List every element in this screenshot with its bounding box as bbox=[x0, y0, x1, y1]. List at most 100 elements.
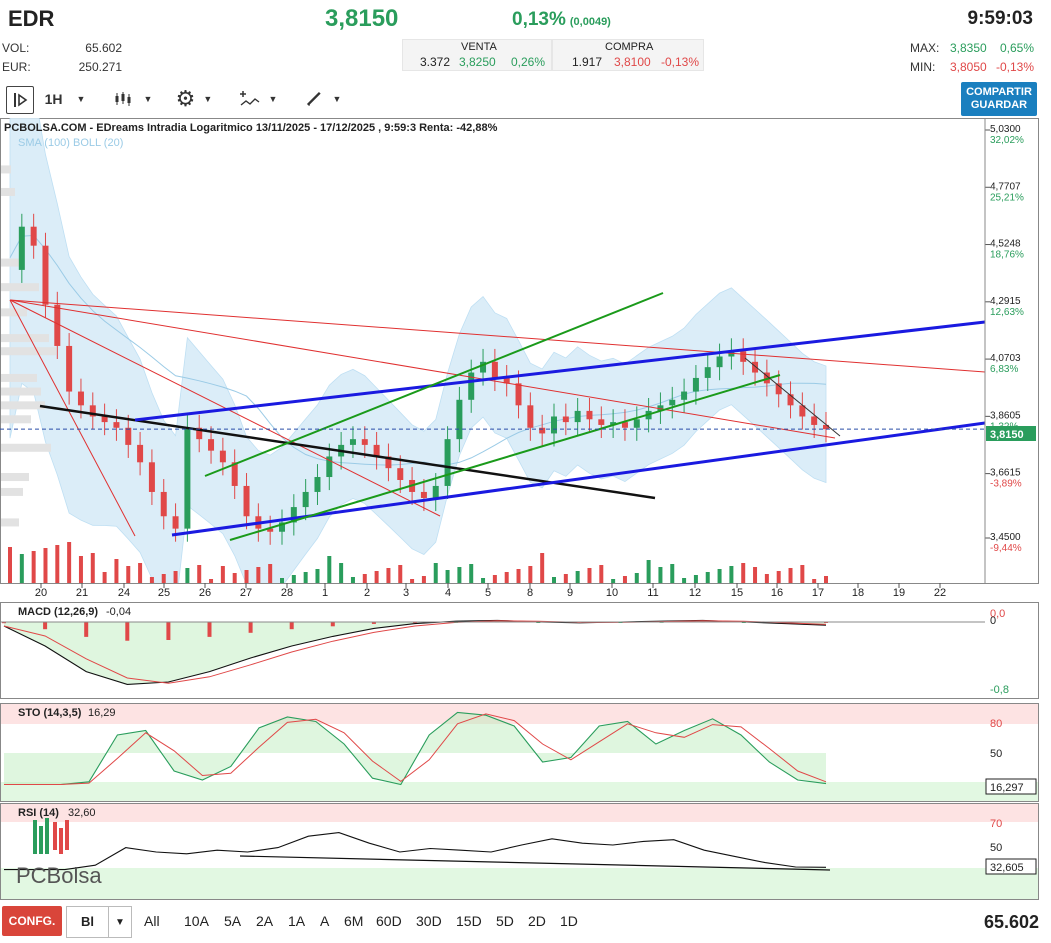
volume-bar bbox=[457, 567, 462, 583]
volume-bar bbox=[209, 579, 214, 583]
chart-title: PCBOLSA.COM - EDreams Intradia Logaritmi… bbox=[4, 122, 498, 134]
volume-bar bbox=[232, 573, 237, 583]
candle-body bbox=[184, 427, 191, 529]
volume-bar bbox=[753, 567, 758, 583]
candle-body bbox=[444, 439, 451, 486]
y-tick-label: 5,0300 bbox=[990, 124, 1021, 135]
range-button-10a[interactable]: 10A bbox=[184, 913, 209, 929]
trendline-red-4 bbox=[9, 299, 836, 439]
macd-tick-bottom: -0,8 bbox=[990, 684, 1009, 696]
y-tick-pct: 25,21% bbox=[990, 192, 1024, 203]
range-button-2d[interactable]: 2D bbox=[528, 913, 546, 929]
range-button-all[interactable]: All bbox=[144, 913, 160, 929]
sto-tick-80: 80 bbox=[990, 718, 1002, 730]
sto-line bbox=[4, 711, 827, 786]
range-button-5d[interactable]: 5D bbox=[496, 913, 514, 929]
sell-pct: 0,26% bbox=[511, 55, 546, 69]
volume-bar bbox=[646, 560, 651, 583]
macd-signal bbox=[3, 620, 827, 684]
volume-bar bbox=[670, 564, 675, 583]
indicators-icon[interactable]: ▼ bbox=[234, 86, 282, 112]
range-button-1d[interactable]: 1D bbox=[560, 913, 578, 929]
volume-bar bbox=[8, 547, 12, 583]
candle-body bbox=[231, 462, 238, 486]
candle-body bbox=[349, 439, 356, 445]
candle-body bbox=[397, 468, 404, 480]
config-button[interactable]: CONFG. bbox=[2, 906, 62, 936]
volume-bar bbox=[350, 577, 355, 583]
volume-bar bbox=[824, 576, 828, 583]
volume-profile-bar bbox=[1, 518, 19, 527]
macd-histogram-bar bbox=[166, 622, 171, 640]
min-price: 3,8050 bbox=[950, 60, 987, 74]
x-tick-label: 15 bbox=[731, 587, 743, 599]
volume-profile-bar bbox=[1, 401, 45, 410]
volume-bar bbox=[362, 574, 367, 583]
channel-upper-blue bbox=[134, 320, 985, 422]
watermark-text: PCBolsa bbox=[16, 863, 102, 888]
sell-box: VENTA 3.372 3,8250 0,26% bbox=[402, 39, 552, 71]
chart-canvas[interactable]: PCBOLSA.COM - EDreams Intradia Logaritmi… bbox=[0, 118, 1051, 902]
range-button-60d[interactable]: 60D bbox=[376, 913, 402, 929]
candle-body bbox=[148, 462, 155, 492]
share-save-button[interactable]: COMPARTIR GUARDAR bbox=[961, 82, 1037, 116]
volume-bar bbox=[90, 553, 95, 583]
candle-body bbox=[740, 351, 747, 362]
candle-body bbox=[243, 485, 250, 517]
volume-profile-bar bbox=[1, 283, 39, 292]
candle-body bbox=[480, 361, 487, 373]
pencil-icon[interactable]: ▼ bbox=[300, 86, 346, 112]
rsi-overbought-zone bbox=[1, 804, 1038, 822]
play-panel-icon[interactable] bbox=[6, 86, 34, 114]
volume-bar bbox=[658, 567, 663, 583]
candle-body bbox=[704, 367, 711, 378]
y-tick-label: 3,6615 bbox=[990, 468, 1021, 479]
buy-pct: -0,13% bbox=[661, 55, 700, 69]
macd-histogram-bar bbox=[2, 622, 6, 624]
chart-type-select[interactable]: Bl ▼ bbox=[66, 906, 132, 938]
y-tick-label: 4,7707 bbox=[990, 181, 1021, 192]
last-price-tag bbox=[986, 426, 1036, 441]
range-button-15d[interactable]: 15D bbox=[456, 913, 482, 929]
candle-body bbox=[432, 485, 439, 498]
x-tick-label: 12 bbox=[689, 587, 701, 599]
buy-label: COMPRA bbox=[605, 41, 654, 53]
range-button-5a[interactable]: 5A bbox=[224, 913, 242, 929]
candle-body bbox=[610, 422, 617, 425]
x-tick-label: 19 bbox=[893, 587, 905, 599]
volume-bar bbox=[764, 574, 769, 583]
volume-bar bbox=[126, 566, 131, 583]
quote-time: 9:59:03 bbox=[967, 8, 1034, 29]
candle-body bbox=[752, 361, 759, 373]
gear-icon[interactable]: ⚙ ▼ bbox=[175, 86, 213, 111]
chevron-down-icon: ▼ bbox=[76, 94, 86, 104]
volume-profile-bar bbox=[1, 165, 11, 174]
interval-select[interactable]: 1H ▼ bbox=[40, 86, 90, 112]
volume-bar bbox=[705, 572, 710, 583]
macd-histogram-bar bbox=[371, 622, 376, 624]
macd-tick-top: 0,0 bbox=[990, 608, 1005, 620]
min-pct: -0,13% bbox=[995, 60, 1034, 74]
volume-bar bbox=[31, 551, 36, 583]
max-price: 3,8350 bbox=[950, 41, 987, 55]
sto-value: 16,29 bbox=[88, 707, 116, 719]
candle-body bbox=[716, 356, 723, 368]
candle-body bbox=[799, 405, 806, 417]
min-row: MIN: 3,8050 -0,13% bbox=[910, 60, 1034, 74]
rsi-label: RSI (14) bbox=[18, 807, 59, 819]
x-tick-label: 22 bbox=[934, 587, 946, 599]
candle-body bbox=[420, 491, 427, 498]
pcbolsa-logo: PCBolsa bbox=[16, 818, 102, 888]
x-tick-label: 18 bbox=[852, 587, 864, 599]
x-tick-label: 3 bbox=[403, 587, 409, 599]
range-button-6m[interactable]: 6M bbox=[344, 913, 364, 929]
candle-body bbox=[574, 410, 581, 423]
x-tick-label: 9 bbox=[567, 587, 573, 599]
range-button-a[interactable]: A bbox=[320, 913, 330, 929]
range-button-30d[interactable]: 30D bbox=[416, 913, 442, 929]
range-button-1a[interactable]: 1A bbox=[288, 913, 306, 929]
candles-icon[interactable]: ▼ bbox=[110, 86, 156, 112]
candle-body bbox=[681, 391, 688, 400]
candle-body bbox=[54, 304, 61, 346]
range-button-2a[interactable]: 2A bbox=[256, 913, 274, 929]
